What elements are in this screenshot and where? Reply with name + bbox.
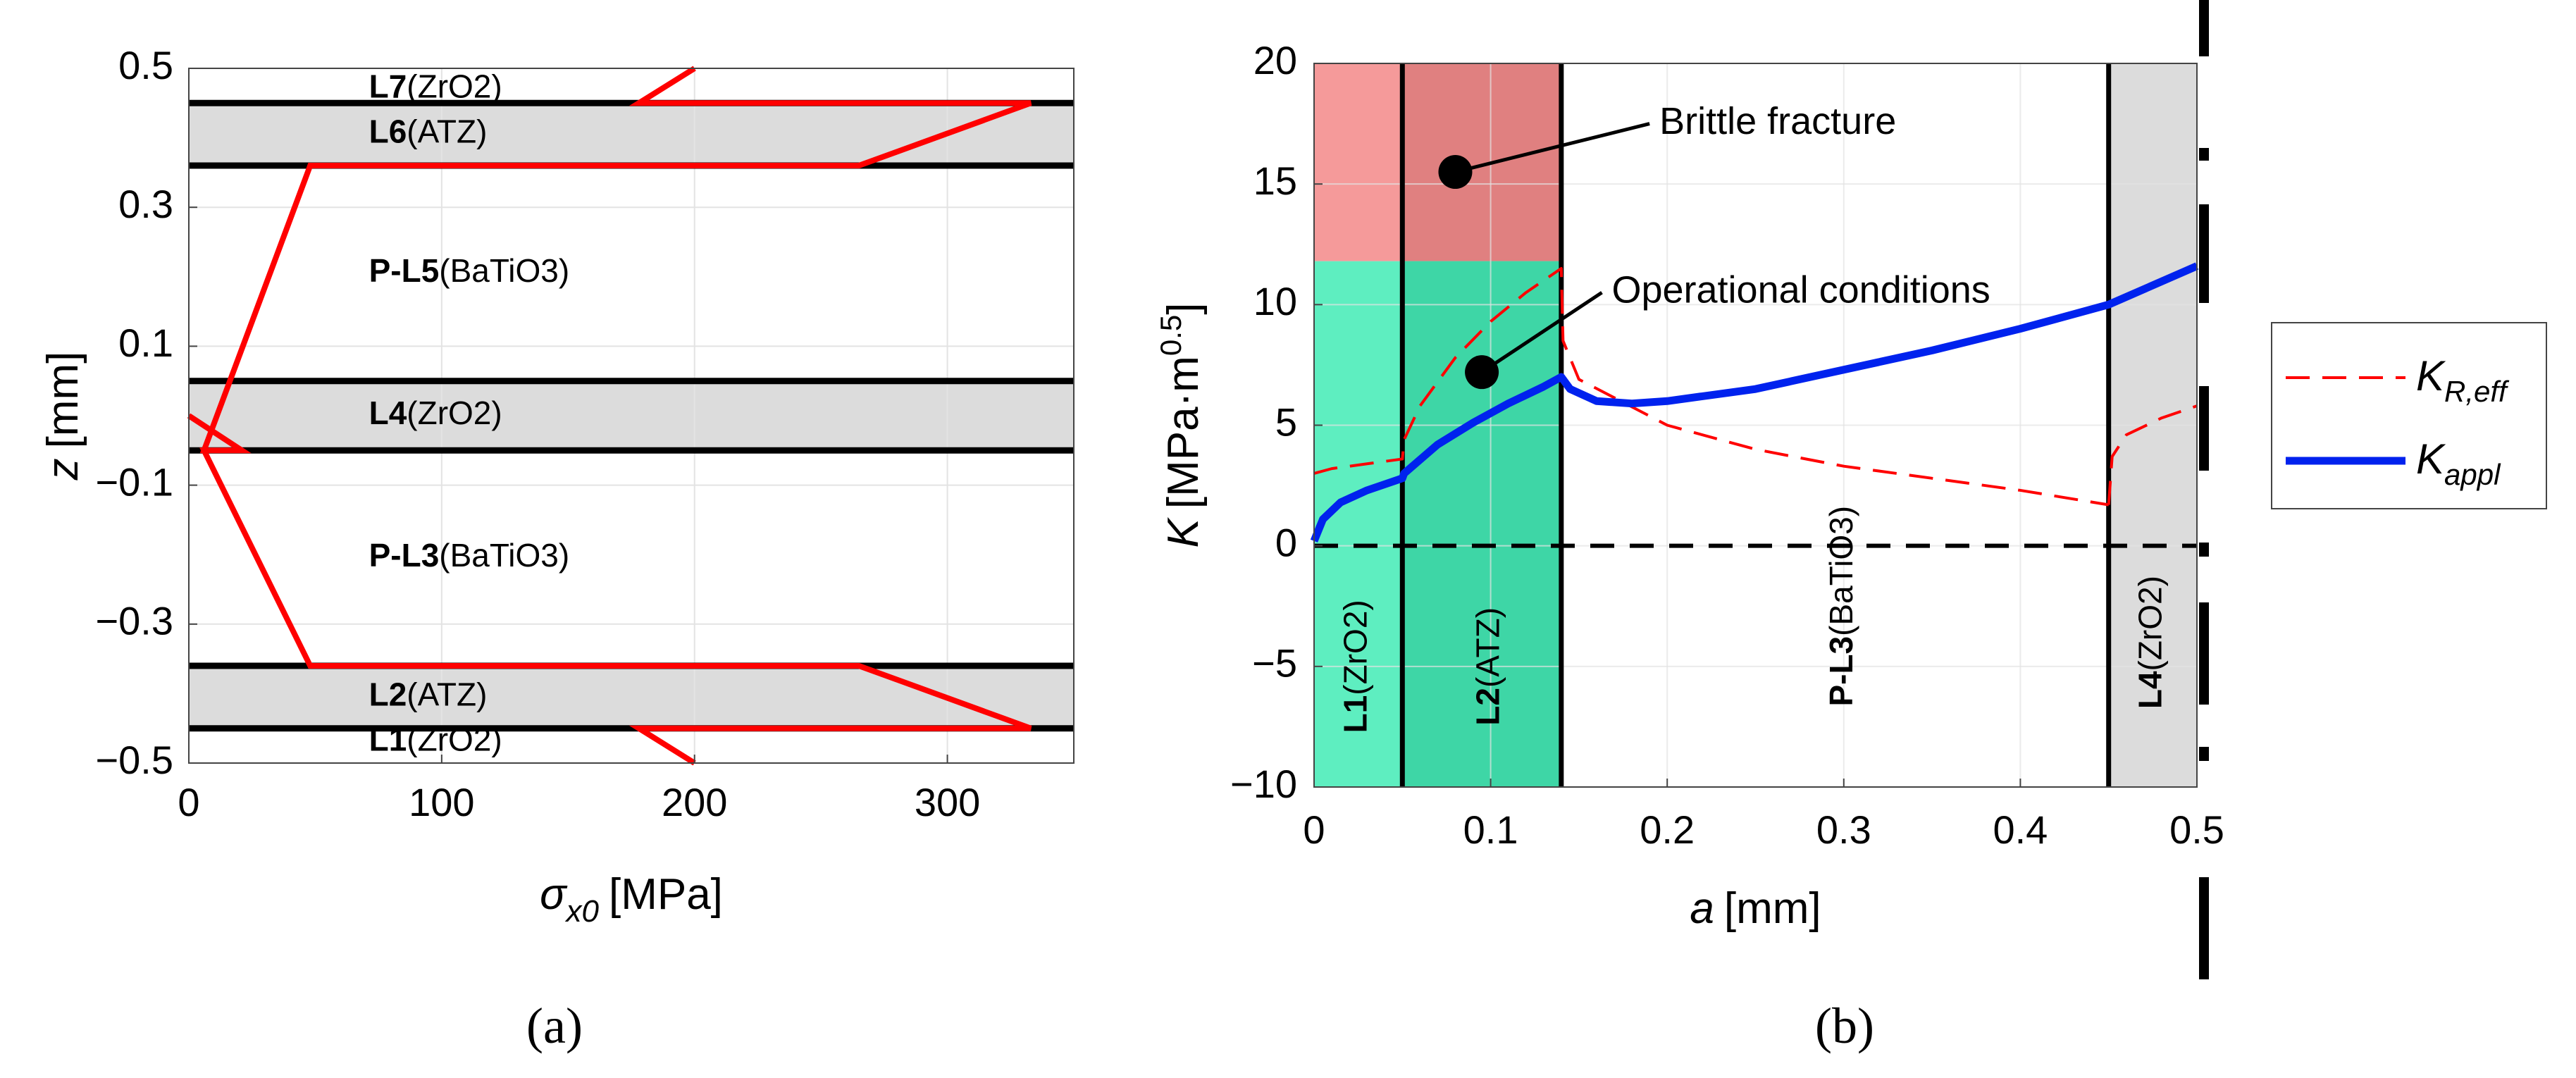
panel-a-x-tick-label-0: 0 <box>178 780 199 824</box>
panel-b-y-tick-label-0: −10 <box>1230 762 1297 806</box>
panel-b-edge-dash-5 <box>2199 602 2209 705</box>
panel-b-y-axis-label: K[MPa·m0.5] <box>1154 303 1208 548</box>
panel-b-k-r-eff-curve-0 <box>1313 266 2110 507</box>
panel-b-y-tick-label-4: 10 <box>1253 279 1297 323</box>
panel-b-layer-label-3: L4(ZrO2) <box>2132 576 2169 709</box>
panel-b-edge-dash-0 <box>2199 0 2209 56</box>
panel-a-layer-label-0: L7(ZrO2) <box>369 68 502 105</box>
panel-b-edge-dash-6 <box>2199 747 2209 761</box>
panel-a-layer-label-2: P-L5(BaTiO3) <box>369 252 570 289</box>
legend-label-k-appl: Kappl <box>2416 435 2501 491</box>
panel-b-x-tick-label-0: 0 <box>1303 807 1325 852</box>
panel-a-x-tick-label-3: 300 <box>915 780 980 824</box>
panel-b-annotation-text-0: Brittle fracture <box>1659 100 1896 142</box>
panel-b-k-appl-curve <box>1310 262 2199 543</box>
panel-b-x-tick-label-1: 0.1 <box>1463 807 1518 852</box>
panel-a-layer-label-4: P-L3(BaTiO3) <box>369 537 570 574</box>
panel-a-x-axis-label: σx0 [MPa] <box>540 870 723 929</box>
panel-a-y-tick-label-2: −0.1 <box>95 459 173 504</box>
panel-b-annotation-text-1: Operational conditions <box>1611 268 1990 311</box>
legend: KR,eff Kappl <box>2271 322 2547 509</box>
panel-a-layer-label-3: L4(ZrO2) <box>369 395 502 431</box>
legend-box <box>2271 322 2547 509</box>
panel-a-y-tick-label-0: −0.5 <box>95 738 173 782</box>
panel-b-x-tick-label-4: 0.4 <box>1993 807 2048 852</box>
panel-b-annotation-dot-1 <box>1465 355 1499 390</box>
panel-b-brittle-fracture-region-dark <box>1402 63 1561 261</box>
panel-a-layer-band-1 <box>189 380 1074 451</box>
panel-b-y-tick-label-5: 15 <box>1253 159 1297 203</box>
panel-b: L1(ZrO2) L2(ATZ) P-L3(BaTiO3) L4(ZrO2) Brit… <box>1154 0 2224 979</box>
panel-a-y-tick-label-1: −0.3 <box>95 599 173 643</box>
panel-b-edge-dash-4 <box>2199 543 2209 557</box>
panel-a-layer-band-2 <box>189 665 1074 729</box>
panel-b-operational-region-dark <box>1402 261 1561 787</box>
caption-b: (b) <box>1815 998 1874 1054</box>
panel-b-y-tick-label-6: 20 <box>1253 38 1297 82</box>
panel-b-layer-label-2: P-L3(BaTiO3) <box>1823 506 1859 707</box>
panel-a-y-tick-label-3: 0.1 <box>118 321 173 365</box>
panel-b-x-tick-label-5: 0.5 <box>2169 807 2224 852</box>
panel-b-layer-label-0: L1(ZrO2) <box>1337 600 1374 733</box>
panel-a-y-tick-label-5: 0.5 <box>118 43 173 87</box>
panel-a-layer-label-5: L2(ATZ) <box>369 676 488 712</box>
caption-a: (a) <box>526 998 583 1054</box>
panel-b-edge-dash-7 <box>2199 877 2209 979</box>
panel-a: L7(ZrO2) L6(ATZ) P-L5(BaTiO3) L4(ZrO2) P-L3(… <box>39 43 1075 929</box>
panel-b-x-tick-label-3: 0.3 <box>1816 807 1871 852</box>
panel-b-k-r-eff-curve-1 <box>2107 404 2198 505</box>
panel-b-edge-dash-2 <box>2199 204 2209 303</box>
panel-a-y-tick-label-4: 0.3 <box>118 182 173 226</box>
panel-a-y-axis-label: z[mm] <box>39 352 87 481</box>
panel-b-x-tick-label-2: 0.2 <box>1640 807 1695 852</box>
panel-b-layer-label-1: L2(ATZ) <box>1470 607 1506 726</box>
panel-b-annotation-dot-0 <box>1438 155 1473 190</box>
panel-b-edge-dash-3 <box>2199 386 2209 471</box>
panel-a-layer-band-0 <box>189 103 1074 166</box>
panel-a-axes-frame <box>188 68 1075 764</box>
panel-a-x-tick-label-2: 200 <box>662 780 727 824</box>
panel-b-annotation-leader-0 <box>1454 122 1650 174</box>
panel-b-y-tick-label-1: −5 <box>1252 641 1297 686</box>
panel-b-edge-dash-1 <box>2199 148 2209 161</box>
panel-b-y-tick-label-2: 0 <box>1275 520 1297 564</box>
panel-a-x-tick-label-1: 100 <box>409 780 474 824</box>
panel-b-edge-dash-marks <box>2199 0 2209 979</box>
panel-a-layer-label-1: L6(ATZ) <box>369 113 488 150</box>
panel-b-x-axis-label: a [mm] <box>1690 884 1821 933</box>
panel-a-layer-label-6: L1(ZrO2) <box>369 721 502 758</box>
legend-label-k-r-eff: KR,eff <box>2416 352 2510 408</box>
panel-b-y-tick-label-3: 5 <box>1275 399 1297 444</box>
panel-b-annotation-leader-1 <box>1480 291 1603 374</box>
